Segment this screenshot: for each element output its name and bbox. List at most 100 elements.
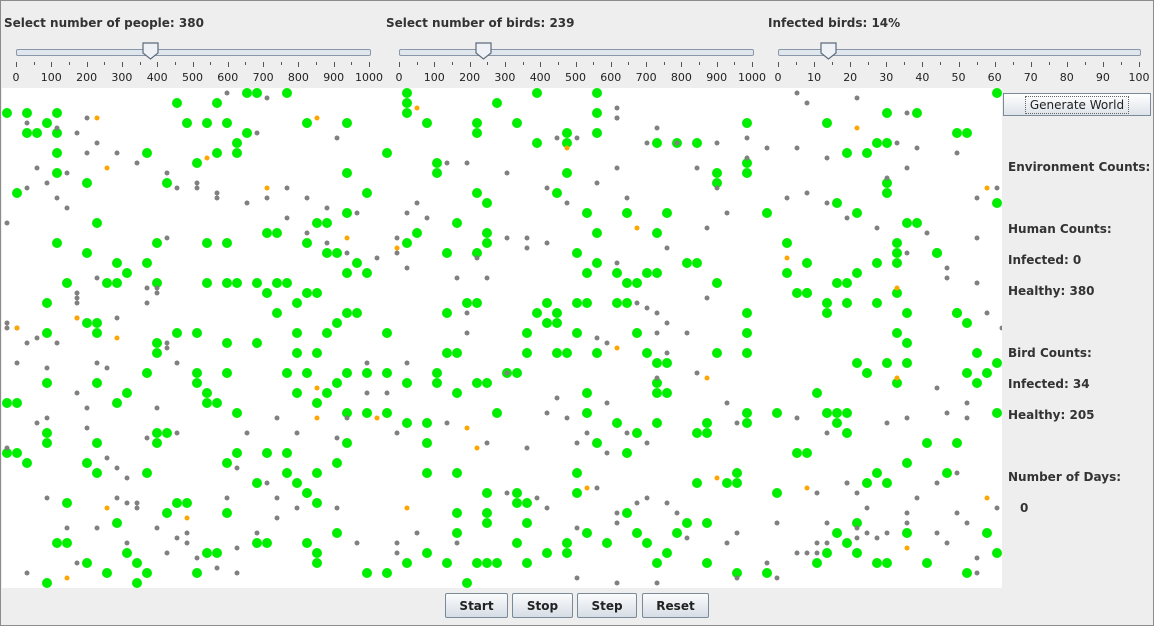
human-agent [902, 358, 912, 368]
healthy-bird [174, 535, 180, 541]
people-slider-tick-label: 800 [287, 71, 309, 84]
birds-slider-tick [681, 62, 683, 67]
human-agent [202, 278, 212, 288]
human-agent [972, 378, 982, 388]
human-agent [872, 138, 882, 148]
people-slider-track[interactable] [16, 49, 371, 56]
human-agent [12, 448, 22, 458]
healthy-bird [824, 155, 830, 161]
human-agent [962, 368, 972, 378]
healthy-bird [404, 265, 410, 271]
healthy-bird [364, 360, 370, 366]
healthy-bird [554, 395, 560, 401]
healthy-bird [524, 245, 530, 251]
healthy-bird [134, 505, 140, 511]
human-agent [302, 368, 312, 378]
healthy-bird [544, 185, 550, 191]
generate-world-button[interactable]: Generate World [1003, 93, 1151, 116]
people-slider-tick [245, 62, 247, 65]
human-agent [742, 418, 752, 428]
healthy-bird [999, 325, 1002, 331]
human-agent [652, 358, 662, 368]
people-slider-tick-label: 100 [40, 71, 62, 84]
infected-bird [104, 505, 110, 511]
human-agent [102, 278, 112, 288]
human-agent [742, 158, 752, 168]
healthy-bird [904, 250, 910, 256]
birds-slider-tick-label: 600 [600, 71, 622, 84]
healthy-bird [454, 540, 460, 546]
human-agent [582, 388, 592, 398]
human-agent [132, 558, 142, 568]
infected-slider-tick-label: 80 [1059, 71, 1074, 84]
human-agent [522, 498, 532, 508]
human-agent [482, 228, 492, 238]
infected-slider-track[interactable] [778, 49, 1141, 56]
healthy-bird [194, 185, 200, 191]
human-agent [572, 468, 582, 478]
healthy-bird [94, 525, 100, 531]
human-agent [472, 188, 482, 198]
healthy-bird [74, 390, 80, 396]
human-agent [992, 358, 1002, 368]
human-agent [862, 478, 872, 488]
human-agent [402, 88, 412, 98]
human-agent [932, 248, 942, 258]
human-agent [582, 268, 592, 278]
reset-button[interactable]: Reset [642, 593, 709, 618]
healthy-bird [594, 335, 600, 341]
world-canvas[interactable] [2, 88, 1002, 588]
step-button[interactable]: Step [577, 593, 637, 618]
healthy-bird [144, 435, 150, 441]
human-agent [992, 408, 1002, 418]
infected-slider-thumb[interactable] [820, 42, 837, 60]
start-button[interactable]: Start [445, 593, 508, 618]
stop-button[interactable]: Stop [512, 593, 573, 618]
birds-slider-thumb[interactable] [475, 42, 492, 60]
healthy-bird [874, 225, 880, 231]
birds-slider-track[interactable] [399, 49, 754, 56]
healthy-bird [574, 135, 580, 141]
healthy-bird [274, 495, 280, 501]
healthy-bird [654, 580, 660, 586]
healthy-bird [264, 195, 270, 201]
healthy-bird [264, 95, 270, 101]
healthy-bird [524, 445, 530, 451]
infected-bird [94, 115, 100, 121]
infected-slider-tick-label: 90 [1095, 71, 1110, 84]
human-agent [822, 548, 832, 558]
healthy-bird [904, 510, 910, 516]
human-agent [682, 518, 692, 528]
healthy-bird [654, 330, 660, 336]
human-agent [262, 448, 272, 458]
human-agent [722, 478, 732, 488]
healthy-bird [724, 400, 730, 406]
human-agent [622, 298, 632, 308]
healthy-bird [64, 205, 70, 211]
human-agent [972, 348, 982, 358]
human-agent [842, 278, 852, 288]
human-agent [632, 278, 642, 288]
human-agent [212, 548, 222, 558]
human-agent [292, 298, 302, 308]
healthy-bird [904, 110, 910, 116]
people-slider-thumb[interactable] [142, 42, 159, 60]
healthy-bird [604, 340, 610, 346]
human-agent [262, 288, 272, 298]
human-agent [572, 488, 582, 498]
human-agent [122, 268, 132, 278]
infected-bird [984, 185, 990, 191]
human-agent [902, 218, 912, 228]
human-agent [282, 88, 292, 98]
human-agent [652, 228, 662, 238]
human-agent [362, 268, 372, 278]
human-agent [592, 88, 602, 98]
human-agent [512, 118, 522, 128]
human-agent [402, 378, 412, 388]
human-agent [652, 268, 662, 278]
human-agent [992, 198, 1002, 208]
healthy-bird [764, 560, 770, 566]
human-agent [672, 528, 682, 538]
infected-bird [904, 545, 910, 551]
human-agent [282, 448, 292, 458]
